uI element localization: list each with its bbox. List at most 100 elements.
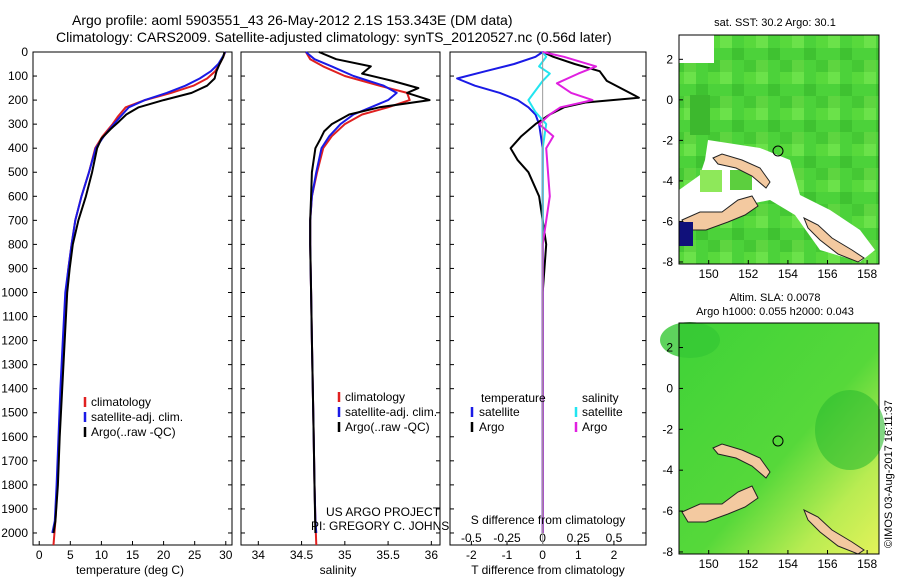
depth-tick-label: 2000 (1, 526, 28, 540)
sst-nodata-patch (679, 35, 714, 63)
bougainville-island (803, 216, 865, 263)
x-tick-label: -1 (502, 548, 513, 562)
figure-title-line2: Climatology: CARS2009. Satellite-adjuste… (56, 29, 612, 45)
temperature-xlabel: temperature (deg C) (76, 563, 184, 577)
x-tick-label: 34 (252, 548, 266, 562)
depth-tick-label: 1000 (1, 285, 28, 299)
depth-tick-label: 700 (8, 213, 28, 227)
series-line (309, 51, 431, 534)
legend-argo-label: Argo(..raw -QC) (345, 420, 430, 434)
salinity-legend: climatology satellite-adj. clim. Argo(..… (337, 390, 437, 434)
map-y-tick-label: -4 (662, 174, 673, 188)
legend-climatology-label: climatology (345, 390, 405, 404)
map-x-tick-label: 158 (857, 557, 877, 571)
map-x-tick-label: 152 (738, 267, 758, 281)
top-tick-label: -0.5 (461, 531, 482, 545)
map-x-tick-label: 150 (699, 267, 719, 281)
salinity-x-axis: 34 34.5 35 35.5 36 (252, 541, 439, 562)
salinity-xlabel: salinity (320, 563, 357, 577)
salinity-series (305, 51, 431, 546)
depth-tick-label: 200 (8, 93, 28, 107)
sst-map-title: sat. SST: 30.2 Argo: 30.1 (714, 17, 836, 29)
x-tick-label: 20 (157, 548, 171, 562)
x-tick-label: 35 (338, 548, 352, 562)
temperature-series (51, 51, 227, 546)
sst-field-patch (730, 170, 752, 190)
argo-location-marker (772, 145, 784, 157)
x-tick-label: 34.5 (290, 548, 314, 562)
x-tick-label: 35.5 (376, 548, 400, 562)
depth-tick-label: 1800 (1, 478, 28, 492)
map-y-tick-label: -2 (662, 133, 673, 147)
x-tick-label: -2 (466, 548, 477, 562)
x-tick-label: 30 (219, 548, 233, 562)
depth-tick-label: 1100 (2, 310, 28, 324)
difference-top-axis: -0.5-0.2500.250.5 (461, 531, 623, 545)
map-y-tick-label: 0 (666, 93, 673, 107)
map-x-tick-label: 154 (778, 267, 798, 281)
legend-sal-argo-label: Argo (582, 420, 608, 434)
sst-map-axes: 150 152 154 156 158 2 0 -2 -4 -6 -8 (662, 52, 877, 281)
salinity-axes-frame (240, 51, 441, 546)
sst-map: sat. SST: 30.2 Argo: 30.1 150 152 154 156 15… (662, 17, 880, 281)
depth-tick-label: 1200 (1, 334, 28, 348)
new-britain-island (681, 485, 759, 523)
map-x-tick-label: 150 (699, 557, 719, 571)
x-tick-label: 0 (36, 548, 43, 562)
depth-tick-label: 400 (8, 141, 28, 155)
map-y-tick-label: 0 (666, 381, 673, 395)
map-x-tick-label: 154 (778, 557, 798, 571)
x-tick-label: 1 (575, 548, 582, 562)
series-line (52, 51, 226, 534)
legend-climatology-label: climatology (91, 395, 151, 409)
sst-map-frame (678, 34, 880, 265)
x-tick-label: 10 (95, 548, 109, 562)
map-x-tick-label: 156 (817, 557, 837, 571)
top-tick-label: -0.25 (493, 531, 521, 545)
credit-project: US ARGO PROJECT (326, 505, 441, 519)
x-tick-label: 2 (611, 548, 618, 562)
sla-map-frame (678, 322, 880, 555)
legend-satellite-label: satellite-adj. clim. (91, 410, 183, 424)
difference-axes-frame (449, 51, 647, 546)
x-tick-label: 36 (425, 548, 439, 562)
sla-map-axes: 150 152 154 156 158 2 0 -2 -4 -6 -8 (662, 341, 877, 571)
series-line (538, 51, 598, 533)
depth-tick-label: 1700 (1, 454, 28, 468)
map-x-tick-label: 152 (738, 557, 758, 571)
depth-tick-label: 800 (8, 237, 28, 251)
difference-xlabel: T difference from climatology (471, 563, 625, 577)
sst-nodata-mask (679, 140, 875, 262)
difference-series (456, 51, 640, 545)
new-ireland-island (712, 443, 771, 479)
legend-argo-label: Argo(..raw -QC) (91, 425, 176, 439)
series-line (509, 51, 640, 533)
argo-location-marker (772, 435, 784, 447)
depth-tick-label: 100 (8, 69, 28, 83)
temperature-legend: climatology satellite-adj. clim. Argo(..… (83, 395, 183, 439)
credit-pi: PI: GREGORY C. JOHNSON (311, 519, 467, 533)
map-y-tick-label: -8 (662, 545, 673, 559)
legend-temp-argo-label: Argo (479, 420, 505, 434)
series-line (51, 51, 227, 534)
sst-field-patch (690, 95, 710, 135)
sla-map-title-line1: Altim. SLA: 0.0078 (729, 292, 820, 304)
x-tick-label: 15 (126, 548, 140, 562)
map-x-tick-label: 158 (857, 267, 877, 281)
x-tick-label: 0 (539, 548, 546, 562)
depth-tick-label: 0 (21, 45, 28, 59)
depth-tick-label: 1500 (1, 406, 28, 420)
difference-legend: temperature satellite Argo salinity sate… (470, 391, 623, 434)
legend-salinity-title: salinity (582, 391, 619, 405)
figure-title-line1: Argo profile: aoml 5903551_43 26-May-201… (72, 12, 513, 28)
difference-top-label: S difference from climatology (471, 513, 626, 527)
depth-tick-label: 1400 (1, 382, 28, 396)
x-tick-label: 25 (188, 548, 202, 562)
temperature-panel: 0100200300400500600700800900100011001200… (1, 45, 232, 577)
sla-field-patch (660, 322, 720, 358)
depth-tick-label: 1900 (1, 502, 28, 516)
depth-tick-label: 900 (8, 261, 28, 275)
sla-field-patch (815, 390, 885, 470)
